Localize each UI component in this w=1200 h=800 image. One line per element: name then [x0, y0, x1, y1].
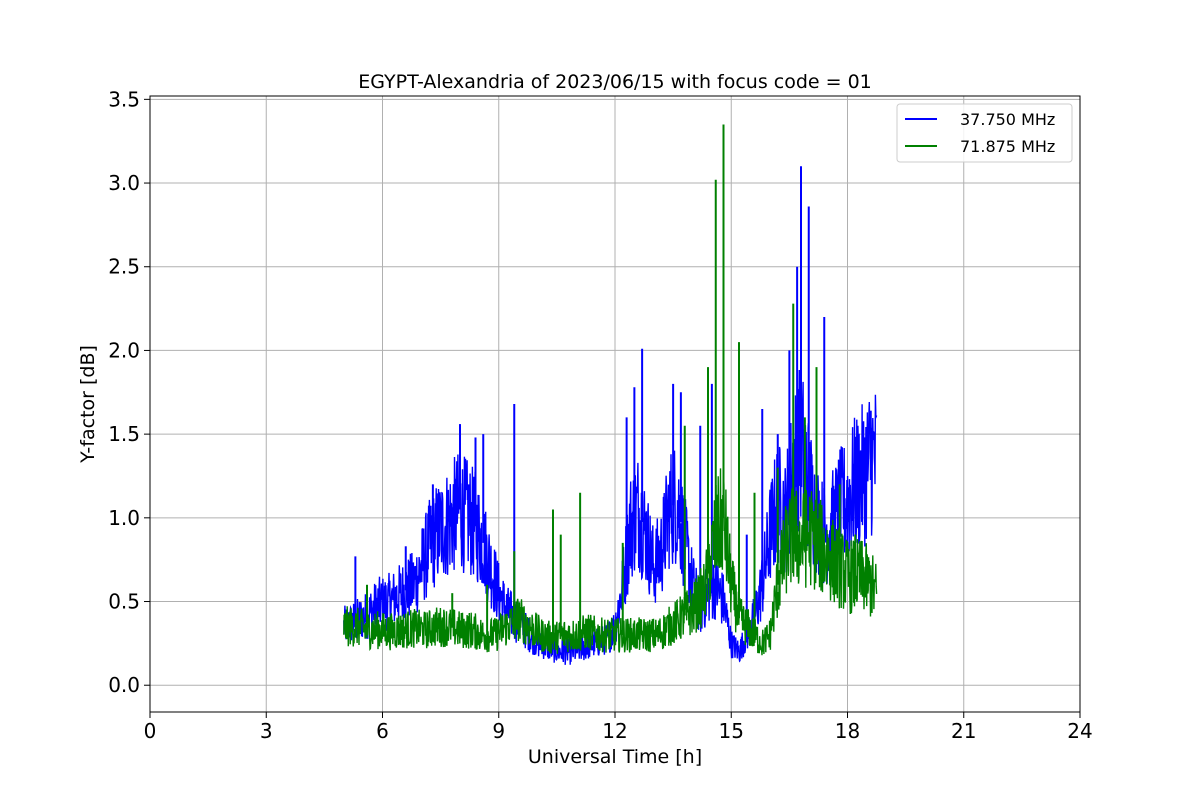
- series-2-line: [343, 468, 878, 656]
- x-tick-label: 12: [602, 719, 627, 743]
- legend-label: 71.875 MHz: [960, 137, 1055, 156]
- x-tick-label: 15: [719, 719, 744, 743]
- y-tick-label: 2.5: [108, 255, 140, 279]
- x-tick-label: 21: [951, 719, 976, 743]
- x-tick-label: 9: [492, 719, 505, 743]
- x-tick-label: 3: [260, 719, 273, 743]
- x-tick-label: 6: [376, 719, 389, 743]
- ticks-layer: 0 3 6 9 12 15 18 21 24 0.0 0.5 1.0 1.5 2.0 2.5 3.0 3.5: [108, 87, 1093, 743]
- y-tick-label: 3.5: [108, 87, 140, 111]
- legend: 37.750 MHz 71.875 MHz: [896, 103, 1073, 163]
- y-tick-label: 3.0: [108, 171, 140, 195]
- chart-title: EGYPT-Alexandria of 2023/06/15 with focu…: [358, 71, 872, 93]
- legend-box: [896, 103, 1073, 163]
- x-axis-label: Universal Time [h]: [528, 746, 702, 768]
- x-tick-label: 0: [144, 719, 157, 743]
- y-tick-label: 0.0: [108, 673, 140, 697]
- y-tick-label: 0.5: [108, 590, 140, 614]
- x-tick-label: 18: [835, 719, 860, 743]
- series-2-group: [343, 124, 878, 656]
- legend-label: 37.750 MHz: [960, 110, 1055, 129]
- x-tick-label: 24: [1067, 719, 1092, 743]
- series-layer: [343, 124, 878, 665]
- y-tick-label: 2.0: [108, 338, 140, 362]
- grid-layer: [150, 96, 1080, 712]
- y-tick-label: 1.5: [108, 422, 140, 446]
- y-axis-label: Y-factor [dB]: [77, 345, 99, 464]
- y-tick-label: 1.0: [108, 506, 140, 530]
- series-1-group: [343, 166, 878, 665]
